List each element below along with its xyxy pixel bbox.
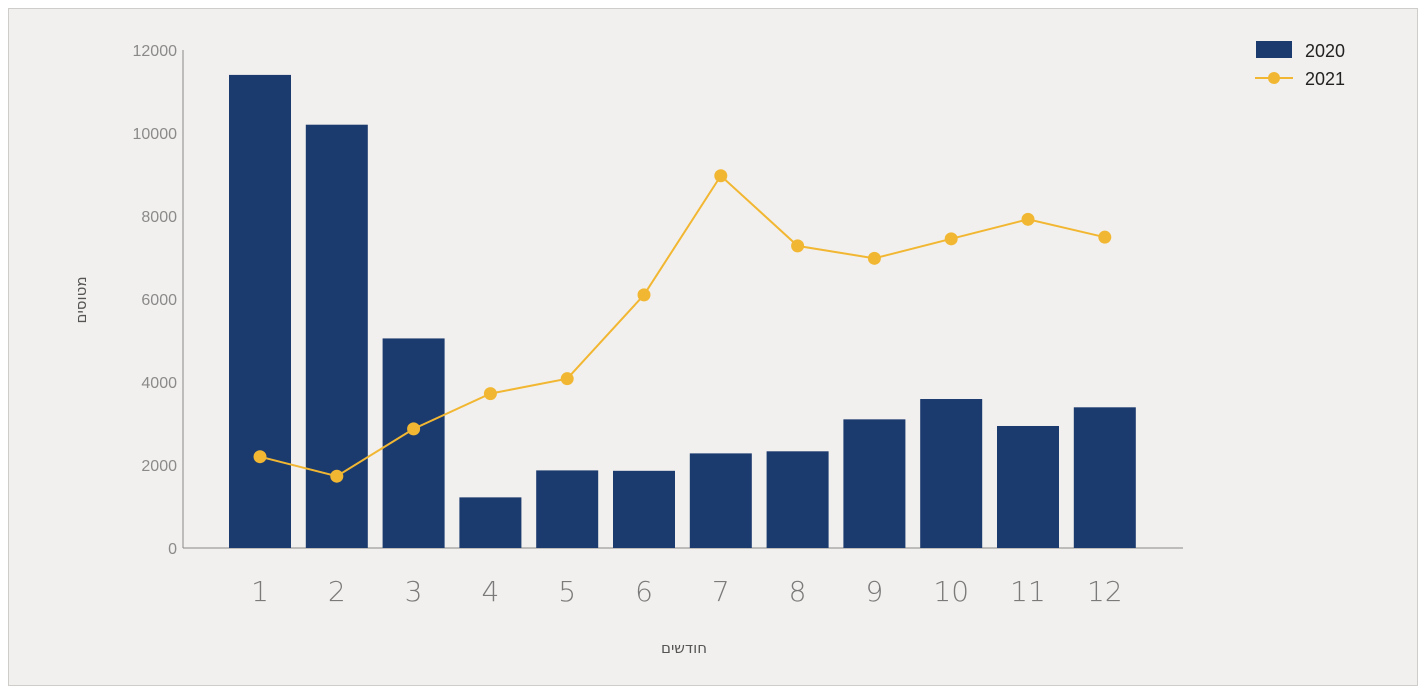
legend: 2020 2021 — [1255, 41, 1345, 89]
line-point — [944, 232, 958, 246]
y-axis: 0 2000 4000 6000 8000 10000 12000 — [133, 43, 184, 558]
y-tick-label: 4000 — [141, 375, 177, 392]
line-point — [560, 372, 574, 386]
x-tick-label: 7 — [712, 575, 730, 608]
bar — [689, 453, 752, 548]
line-point — [483, 387, 497, 401]
y-tick-label: 0 — [168, 541, 177, 558]
legend-swatch-marker — [1268, 72, 1280, 84]
series-line — [259, 174, 1106, 478]
legend-label: 2020 — [1305, 41, 1345, 61]
x-tick-label: 4 — [481, 575, 499, 608]
line-point — [867, 251, 881, 265]
x-tick-label: 1 — [251, 575, 269, 608]
y-tick-label: 12000 — [133, 43, 178, 60]
bar — [382, 338, 445, 548]
y-tick-label: 6000 — [141, 292, 177, 309]
bar — [613, 470, 675, 548]
y-axis-title: מטוסים — [72, 276, 90, 323]
line-point — [407, 422, 421, 436]
line-series — [253, 169, 1112, 483]
legend-label: 2021 — [1305, 69, 1345, 89]
y-tick-label: 10000 — [133, 126, 178, 143]
line-point — [714, 169, 728, 183]
x-axis: 1 2 3 4 5 6 7 8 9 10 11 12 — [183, 547, 1183, 608]
line-point — [253, 450, 267, 464]
line-point — [637, 288, 651, 302]
line-point — [1098, 230, 1112, 244]
x-tick-label: 3 — [405, 575, 423, 608]
x-tick-label: 9 — [865, 575, 883, 608]
bar — [766, 451, 829, 548]
x-tick-label: 5 — [558, 575, 576, 608]
x-tick-label: 8 — [789, 575, 807, 608]
line-point — [791, 239, 805, 253]
x-tick-label: 11 — [1010, 575, 1046, 608]
bar-series — [229, 74, 1136, 549]
x-tick-label: 10 — [933, 575, 969, 608]
x-tick-label: 6 — [635, 575, 653, 608]
x-tick-label: 2 — [328, 575, 346, 608]
line-point — [330, 469, 344, 483]
bar — [459, 497, 522, 548]
bar — [536, 470, 599, 548]
legend-swatch-bar — [1256, 41, 1292, 58]
bar — [843, 419, 906, 548]
bar — [997, 425, 1059, 548]
bar — [229, 74, 291, 549]
line-point — [1021, 212, 1035, 226]
y-tick-label: 8000 — [141, 209, 177, 226]
bar — [1073, 407, 1136, 548]
y-tick-label: 2000 — [141, 458, 177, 475]
x-tick-label: 12 — [1087, 575, 1123, 608]
bar — [920, 399, 983, 548]
x-axis-title: חודשים — [661, 639, 707, 657]
bar — [305, 124, 368, 548]
